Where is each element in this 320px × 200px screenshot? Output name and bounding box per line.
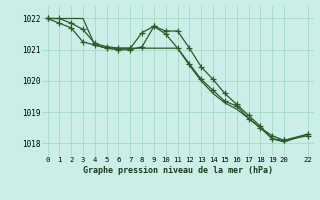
X-axis label: Graphe pression niveau de la mer (hPa): Graphe pression niveau de la mer (hPa)	[83, 166, 273, 175]
